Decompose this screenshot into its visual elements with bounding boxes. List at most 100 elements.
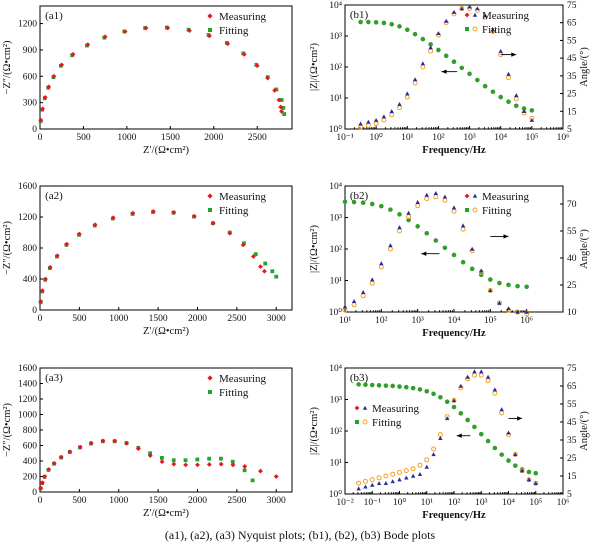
x-tick-label: 500 (72, 314, 87, 324)
measuring-point (207, 33, 212, 39)
x-tick-label: 10⁴ (448, 316, 462, 326)
modulus-point (478, 431, 484, 437)
angle-fitting-point (362, 478, 368, 484)
measuring-point (171, 461, 177, 467)
measuring-point (265, 75, 271, 81)
measuring-point (242, 464, 248, 469)
measuring-point (67, 449, 73, 455)
x-tick-label: 10¹ (401, 133, 414, 143)
angle-measuring-point (438, 436, 443, 440)
measuring-point (210, 220, 216, 226)
modulus-point (397, 24, 402, 29)
measuring-point (272, 87, 278, 93)
modulus-point (424, 389, 430, 394)
angle-measuring-point (389, 109, 394, 114)
measuring-point (76, 231, 82, 237)
modulus-point (410, 385, 416, 391)
measuring-point (59, 62, 65, 68)
y2-axis-label: Angle/(°) (579, 411, 590, 451)
y-axis-label: −Z″/(Ω•cm²) (2, 220, 13, 275)
measuring-point (165, 25, 171, 31)
angle-measuring-point (390, 479, 395, 484)
measuring-point (92, 222, 98, 228)
y-tick-label: 0 (32, 488, 37, 498)
y-tick-label: 0 (32, 306, 37, 316)
arrow-to-modulus-head (421, 251, 427, 256)
x-tick-label: 10³ (463, 133, 476, 143)
angle-measuring-point (479, 369, 484, 374)
y2-tick-label: 15 (567, 472, 577, 482)
x-tick-label: 10⁶ (557, 498, 570, 508)
y-tick-label: 900 (23, 46, 38, 56)
angle-fitting-point (410, 466, 416, 472)
x-tick-label: 10³ (475, 498, 488, 508)
x-tick-label: 1000 (109, 314, 128, 324)
modulus-point (485, 438, 491, 444)
measuring-point (258, 264, 263, 269)
angle-measuring-point (529, 117, 535, 122)
panel-label: (b1) (350, 9, 369, 21)
y2-tick-label: 45 (567, 54, 577, 64)
y-tick-label: 10⁰ (329, 124, 343, 135)
modulus-point (460, 259, 466, 265)
angle-fitting-point (442, 197, 448, 203)
y2-tick-label: 75 (567, 364, 577, 374)
y2-axis-label: Angle/(°) (579, 229, 590, 269)
modulus-point (369, 201, 375, 207)
angle-measuring-point (485, 374, 491, 379)
legend-marker-fitting (355, 420, 359, 424)
angle-measuring-point (417, 472, 423, 476)
angle-measuring-point (424, 464, 429, 469)
arrow-to-modulus-head (441, 69, 447, 74)
angle-measuring-point (342, 304, 348, 309)
angle-fitting-point (373, 121, 379, 127)
angle-measuring-point (356, 486, 361, 491)
y-tick-label: 400 (23, 457, 38, 467)
measuring-point (130, 210, 136, 216)
angle-measuring-point (388, 243, 393, 248)
x-axis-label: Frequency/Hz (422, 510, 486, 521)
modulus-point (404, 384, 409, 390)
legend-label-measuring: Measuring (482, 10, 530, 22)
fitting-point (160, 456, 164, 460)
measuring-point (47, 264, 53, 270)
x-tick-label: 10¹ (421, 498, 434, 508)
angle-measuring-point (370, 482, 375, 487)
y-tick-label: 600 (23, 442, 38, 452)
angle-measuring-point (497, 300, 502, 305)
measuring-point (46, 467, 52, 472)
angle-fitting-point (492, 390, 498, 396)
measuring-point (77, 444, 83, 450)
angle-measuring-point (475, 6, 480, 11)
y2-tick-label: 25 (567, 454, 577, 464)
angle-measuring-point (444, 416, 450, 421)
angle-measuring-point (383, 481, 389, 485)
y2-tick-label: 55 (567, 400, 577, 410)
measuring-point (227, 230, 233, 236)
modulus-point (360, 200, 366, 205)
angle-measuring-point (521, 109, 527, 114)
arrow-to-angle-head (511, 52, 517, 57)
angle-measuring-point (442, 194, 448, 199)
legend-marker-fitting (208, 28, 212, 32)
legend-marker-fitting (465, 27, 469, 31)
legend-label-measuring: Measuring (482, 191, 530, 203)
modulus-point (451, 59, 457, 65)
modulus-point (472, 424, 477, 430)
measuring-point (262, 268, 267, 274)
angle-measuring-point (404, 475, 409, 480)
y-tick-label: 400 (23, 275, 38, 285)
y-axis-label: |Z|/(Ω•cm²) (309, 43, 320, 91)
legend-marker-measuring (207, 13, 213, 19)
y-tick-label: 10² (330, 63, 343, 73)
angle-measuring-point (405, 91, 410, 96)
angle-measuring-point (433, 191, 439, 195)
angle-fitting-point (369, 477, 375, 483)
measuring-point (110, 215, 116, 221)
x-tick-label: 0 (38, 314, 43, 324)
angle-fitting-point (397, 469, 402, 475)
y2-tick-label: 40 (567, 254, 577, 264)
modulus-point (465, 417, 470, 423)
angle-measuring-point (482, 13, 488, 18)
modulus-point (431, 391, 436, 397)
